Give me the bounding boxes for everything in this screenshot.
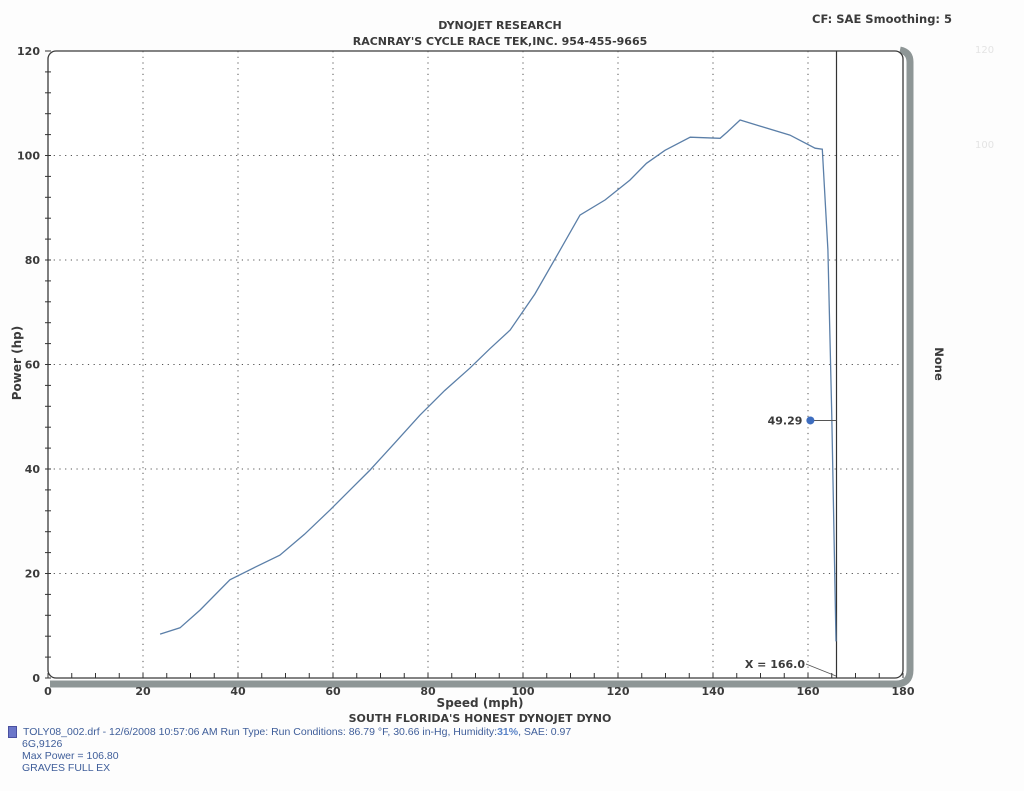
x-axis-subtitle: SOUTH FLORIDA'S HONEST DYNOJET DYNO — [348, 712, 612, 725]
legend-swatch-icon[interactable] — [8, 726, 17, 738]
frame-shadow — [50, 46, 914, 688]
y-tick-label: 60 — [25, 359, 41, 372]
chart-title: DYNOJET RESEARCH RACNRAY'S CYCLE RACE TE… — [280, 18, 720, 50]
axis-ticks — [45, 50, 904, 679]
sae-value: , SAE: 0.97 — [518, 726, 572, 738]
title-line-1: DYNOJET RESEARCH — [438, 19, 562, 32]
y-tick-label: 120 — [17, 45, 40, 58]
cursor-value-dot — [806, 416, 815, 425]
correction-factor-label: CF: SAE Smoothing: 5 — [812, 12, 953, 26]
y-tick-label: 40 — [25, 463, 41, 476]
y-axis-label: Power (hp) — [10, 325, 24, 401]
x-tick-label: 20 — [135, 685, 151, 698]
x-tick-label: 80 — [420, 685, 436, 698]
run-file-line: TOLY08_002.drf - 12/6/2008 10:57:06 AM R… — [23, 726, 498, 738]
x-tick-label: 100 — [512, 685, 535, 698]
x-tick-label: 180 — [892, 685, 915, 698]
y-tick-label: 20 — [25, 568, 41, 581]
y-tick-label: 0 — [32, 672, 40, 685]
x-tick-label: 160 — [797, 685, 820, 698]
cursor-value-label: 49.29 — [768, 414, 803, 427]
x-tick-label: 120 — [607, 685, 630, 698]
humidity-value: 31% — [497, 726, 519, 738]
run-info-legend: TOLY08_002.drf - 12/6/2008 10:57:06 AM R… — [8, 726, 571, 774]
tick-labels: 0 20 40 60 80 100 120 140 160 180 0 20 40 60 80 100 120 — [17, 45, 915, 698]
max-power: Max Power = 106.80 — [22, 750, 119, 762]
x-tick-label: 0 — [44, 685, 52, 698]
run-note: GRAVES FULL EX — [22, 762, 111, 774]
x-tick-label: 40 — [230, 685, 246, 698]
x-axis-label: Speed (mph) — [436, 696, 524, 710]
y-tick-label: 100 — [17, 150, 40, 163]
x-readout-leader — [805, 663, 837, 677]
title-line-2: RACNRAY'S CYCLE RACE TEK,INC. 954-455-96… — [352, 35, 648, 48]
x-tick-label: 140 — [702, 685, 725, 698]
right-axis-label: None — [932, 347, 946, 381]
x-readout-label: X = 166.0 — [745, 658, 805, 671]
grid-lines — [48, 51, 903, 678]
power-curve — [159, 119, 837, 642]
run-code: 6G,9126 — [22, 738, 63, 750]
y-tick-label: 80 — [25, 254, 41, 267]
x-tick-label: 60 — [325, 685, 341, 698]
